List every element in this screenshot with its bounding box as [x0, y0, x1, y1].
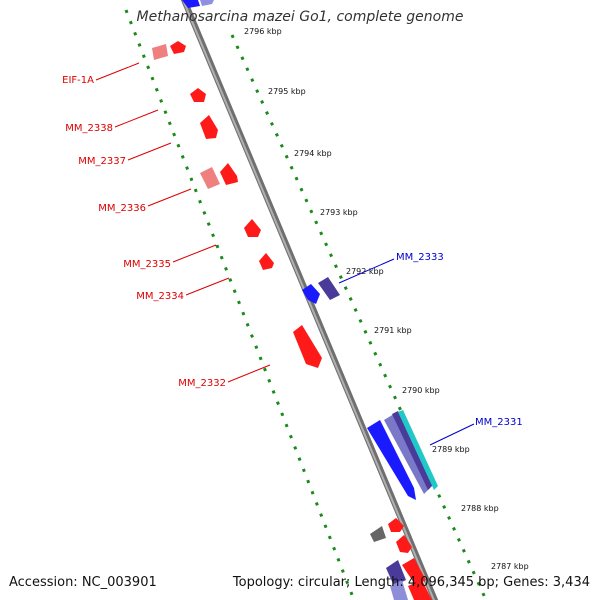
accession-text: Accession: NC_003901: [9, 575, 157, 590]
gene-eif-1a-light[interactable]: [152, 44, 168, 60]
scale-tick-label: 2787 kbp: [491, 562, 529, 571]
gene-label-eif-1a[interactable]: EIF-1A: [62, 75, 94, 86]
gene-bottom-red-3[interactable]: [402, 558, 426, 586]
gene-mm-2332[interactable]: [293, 325, 322, 368]
scale-tick-label: 2793 kbp: [320, 208, 358, 217]
genome-title: Methanosarcina mazei Go1, complete genom…: [136, 9, 464, 25]
gene-bottom-lilac[interactable]: [390, 580, 408, 600]
gene-bottom-red-1[interactable]: [388, 518, 404, 532]
gene-labels: EIF-1A MM_2338 MM_2337 MM_2336 MM_2335 M…: [62, 75, 523, 428]
gene-bottom-gray[interactable]: [370, 526, 386, 542]
gene-mm-2337[interactable]: [200, 115, 218, 139]
gene-mm-2334[interactable]: [259, 253, 274, 270]
callout-lines: [95, 62, 475, 446]
gene-mm-2336[interactable]: [220, 163, 238, 185]
gene-mm-2336-light[interactable]: [200, 167, 220, 189]
gene-label-mm-2331[interactable]: MM_2331: [475, 417, 523, 428]
gene-label-mm-2335[interactable]: MM_2335: [123, 259, 171, 270]
scale-tick-label: 2788 kbp: [461, 504, 499, 513]
outer-tick-track: [230, 34, 488, 600]
scale-tick-label: 2795 kbp: [268, 87, 306, 96]
scale-tick-label: 2796 kbp: [244, 27, 282, 36]
gene-label-mm-2337[interactable]: MM_2337: [78, 156, 126, 167]
gene-mm-2331-blue[interactable]: [367, 420, 416, 500]
genome-summary-text: Topology: circular; Length: 4,096,345 bp…: [232, 575, 590, 590]
gene-mm-2331-cyan[interactable]: [398, 410, 438, 490]
gene-mm-2331-lilac[interactable]: [384, 414, 430, 494]
gene-mm-2333-b[interactable]: [318, 277, 340, 300]
inner-tick-track: [124, 9, 356, 600]
gene-top-lilac[interactable]: [200, 0, 214, 6]
gene-label-mm-2333[interactable]: MM_2333: [396, 252, 444, 263]
gene-bottom-red-2[interactable]: [396, 535, 412, 553]
gene-label-mm-2338[interactable]: MM_2338: [65, 123, 113, 134]
gene-label-mm-2336[interactable]: MM_2336: [98, 203, 146, 214]
gene-bottom-dark[interactable]: [386, 560, 406, 586]
scale-tick-label: 2789 kbp: [432, 445, 470, 454]
gene-mm-2338[interactable]: [190, 88, 206, 102]
gene-mm-2333-a[interactable]: [302, 284, 320, 304]
gene-label-mm-2332[interactable]: MM_2332: [178, 378, 226, 389]
gene-bottom-red-4[interactable]: [408, 580, 432, 600]
gene-eif-1a[interactable]: [170, 41, 186, 54]
gene-features: [152, 0, 438, 600]
gene-top-blue[interactable]: [182, 0, 200, 8]
gene-label-mm-2334[interactable]: MM_2334: [136, 291, 184, 302]
gene-mm-2331-dark[interactable]: [392, 411, 434, 490]
scale-tick-label: 2794 kbp: [294, 149, 332, 158]
scale-tick-label: 2790 kbp: [402, 386, 440, 395]
scale-tick-label: 2791 kbp: [374, 326, 412, 335]
gene-mm-2335[interactable]: [244, 219, 261, 237]
